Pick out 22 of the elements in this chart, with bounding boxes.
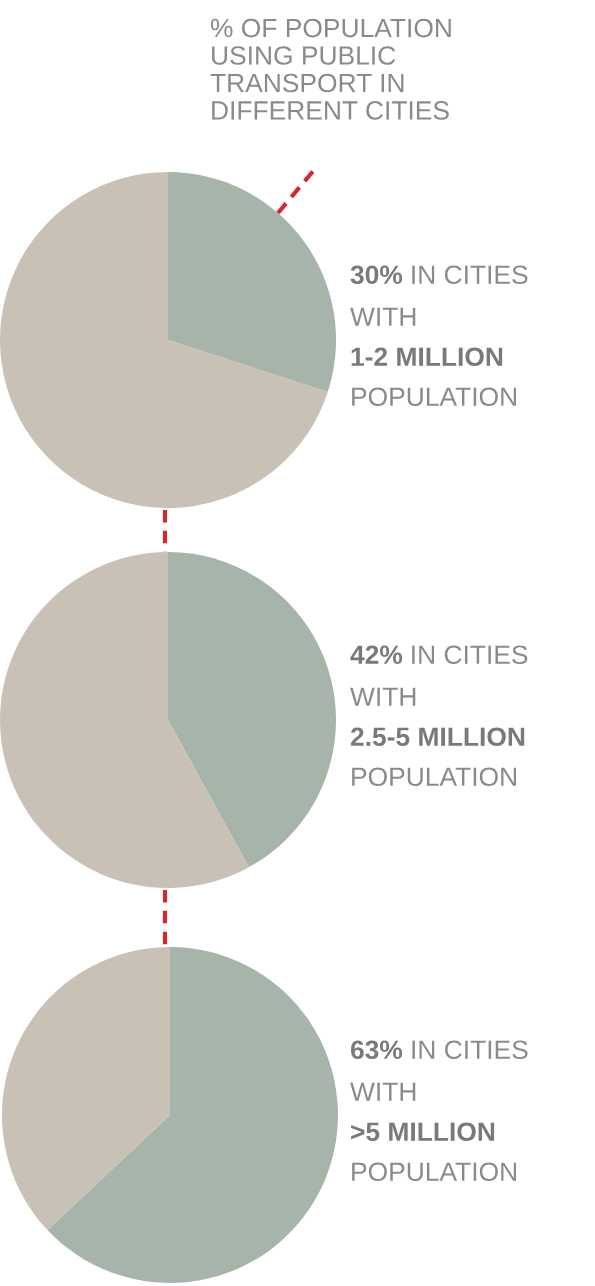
text: WITH: [350, 687, 416, 706]
text: 2.5-5 MILLION: [350, 727, 525, 747]
text: IN CITIES: [412, 645, 528, 665]
pie-slice: [0, 552, 249, 888]
text: WITH: [350, 307, 416, 326]
text: POPULATION: [352, 1162, 516, 1182]
text: WITH: [350, 1082, 416, 1101]
text: IN CITIES: [412, 265, 528, 285]
pie-slice: [2, 947, 170, 1230]
text: POPULATION: [352, 767, 516, 787]
pie-slice: [168, 552, 336, 868]
text: 63%: [350, 1040, 403, 1060]
chart-title: % OF POPULATION USING PUBLIC TRANSPORT IN DIFFERENT CITIES: [210, 18, 451, 120]
text: 42%: [350, 645, 403, 665]
pie-slice: [168, 172, 336, 392]
text: >5 MILLION: [351, 1122, 495, 1142]
text: POPULATION: [352, 387, 516, 407]
text: 30%: [350, 265, 403, 285]
pie-slice: [0, 172, 328, 508]
text: 1-2 MILLION: [351, 347, 503, 367]
pie-slice: [47, 947, 338, 1283]
text: IN CITIES: [412, 1040, 528, 1060]
